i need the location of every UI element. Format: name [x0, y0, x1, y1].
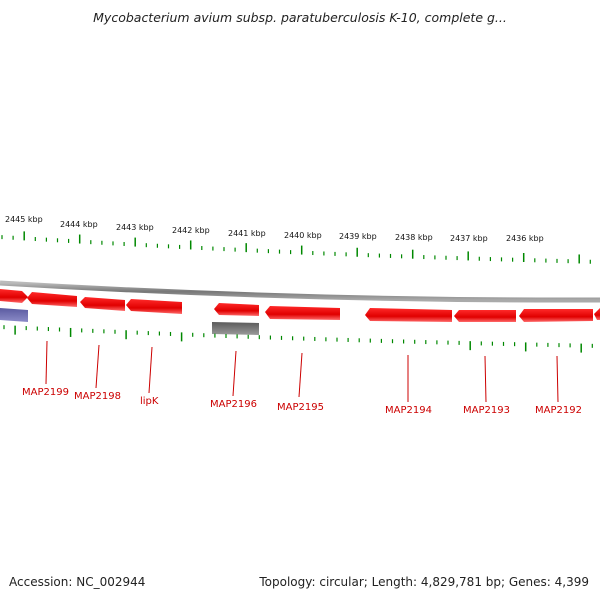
leader-line: [95, 344, 100, 389]
leader-line: [232, 350, 237, 397]
inner-scale-ticks: [3, 325, 593, 353]
gene-arrow-MAP2195[interactable]: [265, 306, 340, 320]
blue-feature[interactable]: [0, 308, 28, 322]
genome-backbone: [0, 280, 600, 303]
gene-arrow-MAP2193[interactable]: [454, 310, 516, 322]
scale-label: 2444 kbp: [60, 220, 98, 229]
gene-label-MAP2195[interactable]: MAP2195: [277, 402, 324, 413]
scale-labels: 2445 kbp 2444 kbp 2443 kbp 2442 kbp 2441 kbp…: [5, 215, 544, 243]
gene-label-MAP2193[interactable]: MAP2193: [463, 405, 510, 416]
map-title: Mycobacterium avium subsp. paratuberculo…: [93, 10, 507, 25]
scale-label: 2439 kbp: [339, 232, 377, 241]
scale-label: 2437 kbp: [450, 234, 488, 243]
gene-label-lipK[interactable]: lipK: [140, 396, 159, 407]
leader-line: [484, 355, 487, 403]
scale-label: 2441 kbp: [228, 229, 266, 238]
gene-arrow-partial-left[interactable]: [0, 289, 28, 303]
genome-summary-text: Topology: circular; Length: 4,829,781 bp…: [259, 575, 589, 589]
gene-arrow-MAP2194[interactable]: [365, 308, 452, 322]
scale-label: 2443 kbp: [116, 223, 154, 232]
leader-line: [556, 355, 559, 403]
gene-arrows: [0, 289, 600, 322]
gene-arrow-MAP2198[interactable]: [80, 297, 125, 311]
accession-text: Accession: NC_002944: [9, 575, 146, 589]
gene-arrow-MAP2192[interactable]: [519, 309, 593, 322]
gene-labels: MAP2199 MAP2198 lipK MAP2196 MAP2195 MAP…: [22, 340, 582, 416]
gene-label-MAP2192[interactable]: MAP2192: [535, 405, 582, 416]
scale-label: 2438 kbp: [395, 233, 433, 242]
outer-scale-ticks: [1, 231, 591, 264]
gene-arrow-lipK[interactable]: [126, 299, 182, 314]
gene-label-MAP2196[interactable]: MAP2196: [210, 399, 257, 410]
gene-label-MAP2198[interactable]: MAP2198: [74, 391, 121, 402]
gene-label-MAP2199[interactable]: MAP2199: [22, 387, 69, 398]
gene-label-MAP2194[interactable]: MAP2194: [385, 405, 432, 416]
grey-feature[interactable]: [212, 322, 259, 335]
scale-label: 2445 kbp: [5, 215, 43, 224]
leader-line: [298, 352, 303, 398]
scale-label: 2442 kbp: [172, 226, 210, 235]
gene-arrow-partial-right[interactable]: [594, 308, 600, 320]
leader-line: [45, 340, 48, 385]
gene-arrow-MAP2199[interactable]: [27, 292, 77, 307]
scale-label: 2436 kbp: [506, 234, 544, 243]
scale-label: 2440 kbp: [284, 231, 322, 240]
gene-arrow-MAP2196[interactable]: [214, 303, 259, 316]
leader-line: [148, 346, 153, 394]
